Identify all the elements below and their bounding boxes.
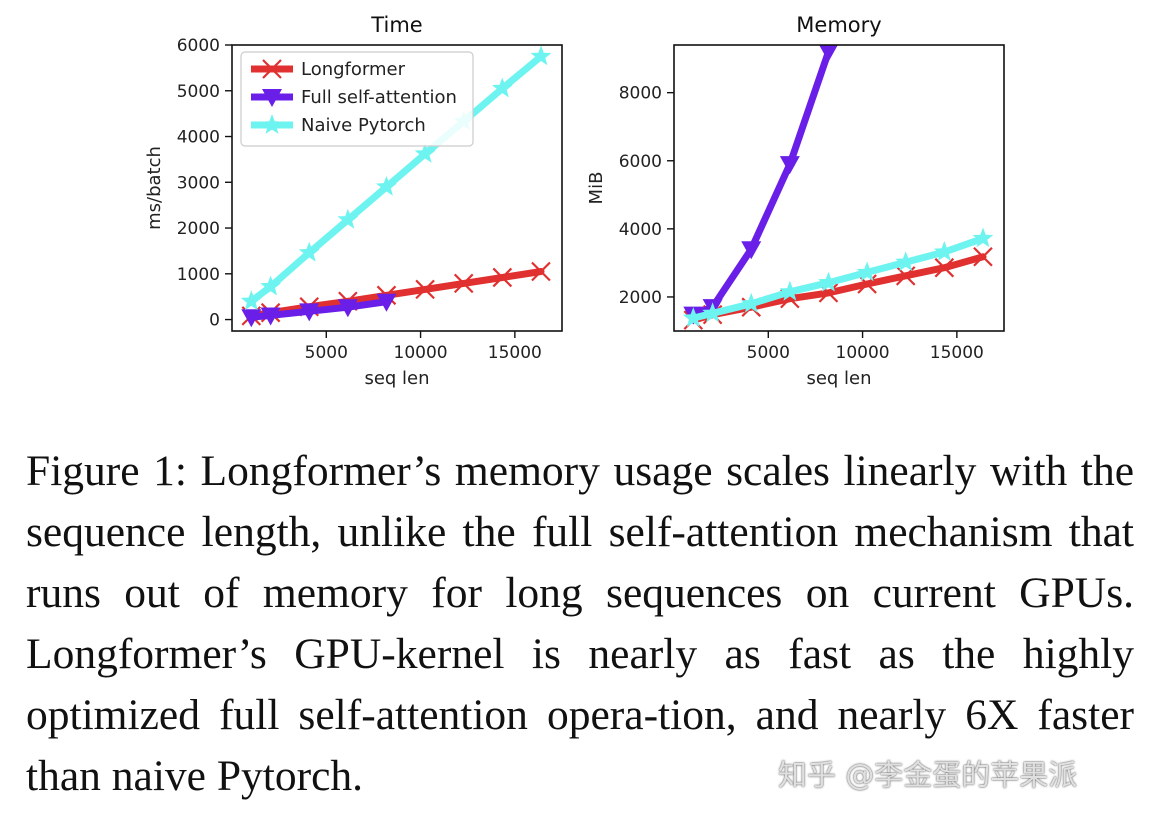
time-y-tick-label: 5000 — [177, 82, 220, 102]
time-point-naive-pytorch — [376, 175, 397, 196]
time-point-full-self-attention — [299, 303, 320, 322]
memory-point-full-self-attention — [741, 241, 762, 260]
legend-label-longformer: Longformer — [301, 59, 406, 80]
time-point-naive-pytorch — [337, 208, 359, 229]
time-point-full-self-attention — [241, 309, 262, 328]
memory-point-naive-pytorch — [818, 271, 839, 292]
memory-point-naive-pytorch — [740, 292, 762, 313]
legend-marker-longformer — [262, 59, 282, 79]
memory-y-tick-label: 8000 — [619, 84, 662, 104]
memory-point-naive-pytorch — [856, 261, 878, 282]
memory-y-tick-label: 2000 — [619, 288, 662, 308]
memory-point-longformer — [973, 246, 993, 267]
time-point-naive-pytorch — [491, 77, 513, 98]
time-y-tick-label: 0 — [209, 311, 220, 331]
time-point-naive-pytorch — [530, 45, 552, 66]
memory-x-tick-label: 5000 — [747, 343, 790, 363]
memory-chart: Memory 5000 10000 15000 2000 4000 6000 8000 seq … — [586, 13, 1005, 389]
time-x-tick-label: 10000 — [394, 343, 448, 363]
memory-axes-frame — [673, 44, 1005, 332]
legend-marker-naive-pytorch — [261, 114, 283, 134]
memory-point-full-self-attention — [779, 156, 800, 175]
time-series-line-longformer — [247, 268, 545, 320]
memory-point-naive-pytorch — [895, 251, 917, 272]
time-y-tick-label: 1000 — [177, 265, 220, 285]
time-y-tick-label: 6000 — [177, 36, 220, 56]
time-point-naive-pytorch — [414, 142, 436, 163]
legend-label-naive-pytorch: Naive Pytorch — [301, 115, 426, 136]
time-point-longformer — [415, 279, 435, 300]
legend-box — [240, 51, 474, 147]
time-y-tick-label: 4000 — [177, 128, 220, 148]
memory-point-naive-pytorch — [972, 227, 994, 248]
memory-point-full-self-attention — [819, 45, 838, 62]
time-x-tick-label: 5000 — [305, 343, 348, 363]
figure-charts: Time 5000 10000 15000 0 1000 2000 3000 4000 5000 6… — [144, 13, 1005, 389]
time-y-tick-label: 3000 — [177, 173, 220, 193]
watermark: 知乎 @李金蛋的苹果派 — [778, 758, 1078, 792]
legend-marker-full-self-attention — [262, 89, 282, 107]
memory-point-naive-pytorch — [682, 307, 704, 327]
time-x-axis-label: seq len — [364, 368, 429, 389]
memory-point-naive-pytorch — [702, 302, 724, 323]
legend: Longformer Full self-attention Naive Pytor… — [240, 51, 474, 147]
time-point-naive-pytorch — [260, 275, 282, 296]
time-y-axis-label: ms/batch — [144, 146, 165, 230]
memory-x-tick-label: 10000 — [836, 343, 890, 363]
time-point-full-self-attention — [376, 293, 397, 312]
memory-point-longformer — [857, 274, 877, 294]
time-point-naive-pytorch — [240, 290, 262, 311]
time-plot-area — [240, 45, 552, 328]
time-x-tick-label: 15000 — [488, 343, 542, 363]
legend-label-full-self-attention: Full self-attention — [301, 87, 457, 108]
figure-caption: Figure 1: Longformer’s memory usage scal… — [26, 447, 1134, 800]
time-point-longformer — [492, 267, 513, 288]
memory-chart-title: Memory — [796, 13, 881, 37]
memory-x-axis-label: seq len — [806, 368, 871, 389]
memory-point-naive-pytorch — [779, 280, 801, 301]
time-y-tick-label: 2000 — [177, 219, 220, 239]
memory-y-tick-label: 4000 — [619, 220, 662, 240]
time-point-full-self-attention — [260, 307, 281, 326]
memory-series-line-full-self-attention — [689, 48, 832, 319]
memory-y-axis-label: MiB — [586, 172, 607, 205]
time-axes-frame — [231, 44, 563, 332]
memory-point-naive-pytorch — [933, 241, 955, 261]
memory-x-tick-label: 15000 — [930, 343, 984, 363]
time-point-longformer — [453, 273, 474, 294]
time-point-naive-pytorch — [298, 241, 320, 262]
memory-y-tick-label: 6000 — [619, 152, 662, 172]
memory-point-longformer — [934, 257, 955, 278]
time-chart-title: Time — [370, 13, 422, 37]
time-point-full-self-attention — [337, 299, 358, 318]
memory-plot-area — [682, 45, 994, 330]
time-chart: Time 5000 10000 15000 0 1000 2000 3000 4000 5000 6… — [144, 13, 563, 389]
time-point-longformer — [531, 261, 551, 282]
